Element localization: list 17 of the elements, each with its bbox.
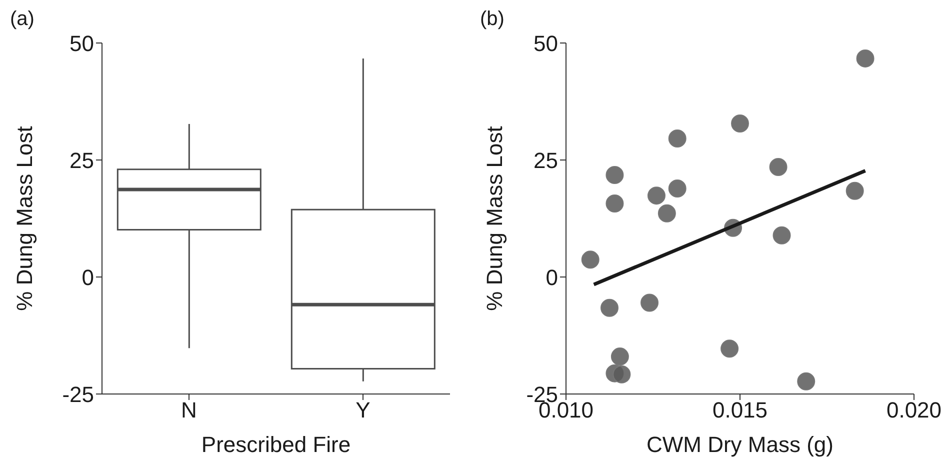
y-tick-label: 50 — [534, 30, 558, 56]
y-tick-label: 0 — [82, 264, 94, 290]
x-tick-label: 0.020 — [886, 398, 942, 423]
y-tick-label: -25 — [62, 382, 94, 407]
x-tick-label: N — [181, 398, 197, 423]
x-tick-label: 0.015 — [712, 398, 768, 423]
y-axis-title: % Dung Mass Lost — [482, 126, 507, 311]
chart-title: (b) — [480, 8, 504, 31]
y-axis-title: % Dung Mass Lost — [12, 126, 37, 311]
y-tick-label: 25 — [534, 148, 558, 173]
y-tick-label: 0 — [546, 264, 558, 290]
x-axis-title: CWM Dry Mass (g) — [646, 432, 834, 457]
x-axis-title: Prescribed Fire — [201, 432, 351, 457]
chart-title: (a) — [10, 8, 34, 31]
y-tick-label: 50 — [70, 30, 94, 56]
y-tick-label: 25 — [70, 148, 94, 173]
x-tick-label: Y — [356, 398, 371, 423]
